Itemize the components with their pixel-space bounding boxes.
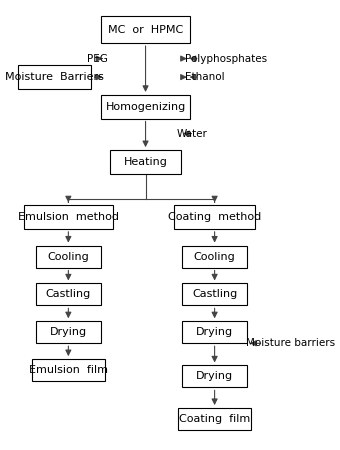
Text: Drying: Drying bbox=[196, 327, 233, 337]
Text: Ethanol: Ethanol bbox=[185, 72, 224, 82]
FancyBboxPatch shape bbox=[182, 321, 247, 343]
FancyBboxPatch shape bbox=[182, 246, 247, 268]
Text: Emulsion  method: Emulsion method bbox=[18, 212, 119, 222]
Text: Coating  method: Coating method bbox=[168, 212, 261, 222]
Text: Moisture barriers: Moisture barriers bbox=[246, 338, 335, 348]
FancyBboxPatch shape bbox=[101, 95, 190, 118]
Text: Moisture  Barriers: Moisture Barriers bbox=[5, 72, 104, 82]
Text: MC  or  HPMC: MC or HPMC bbox=[108, 25, 183, 35]
FancyBboxPatch shape bbox=[178, 408, 251, 430]
FancyBboxPatch shape bbox=[18, 65, 91, 89]
Text: Emulsion  film: Emulsion film bbox=[29, 365, 108, 375]
Text: Heating: Heating bbox=[124, 157, 168, 167]
Text: Drying: Drying bbox=[50, 327, 87, 337]
Text: Castling: Castling bbox=[46, 289, 91, 299]
Text: PEG: PEG bbox=[87, 54, 108, 63]
FancyBboxPatch shape bbox=[101, 16, 190, 43]
FancyBboxPatch shape bbox=[32, 359, 105, 381]
Text: Cooling: Cooling bbox=[194, 252, 236, 261]
Text: Drying: Drying bbox=[196, 371, 233, 382]
FancyBboxPatch shape bbox=[24, 205, 113, 229]
FancyBboxPatch shape bbox=[110, 150, 181, 174]
FancyBboxPatch shape bbox=[182, 284, 247, 306]
Text: Castling: Castling bbox=[192, 289, 237, 299]
FancyBboxPatch shape bbox=[182, 365, 247, 387]
FancyBboxPatch shape bbox=[36, 246, 101, 268]
FancyBboxPatch shape bbox=[36, 321, 101, 343]
Text: Cooling: Cooling bbox=[48, 252, 89, 261]
FancyBboxPatch shape bbox=[174, 205, 255, 229]
Text: Coating  film: Coating film bbox=[179, 414, 250, 424]
Text: Homogenizing: Homogenizing bbox=[105, 102, 186, 112]
Text: Polyphosphates: Polyphosphates bbox=[185, 54, 267, 63]
Text: Water: Water bbox=[177, 129, 207, 139]
FancyBboxPatch shape bbox=[36, 284, 101, 306]
